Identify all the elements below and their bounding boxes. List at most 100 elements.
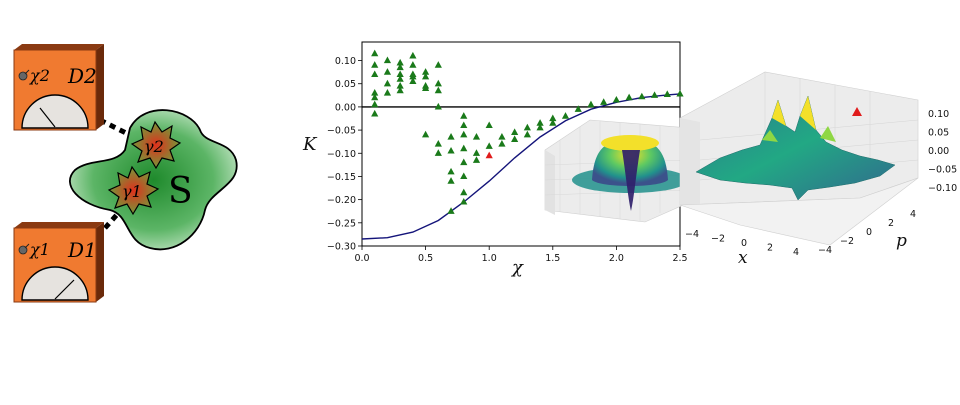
data-point: [383, 68, 392, 75]
p-tick-label: −4: [818, 245, 832, 256]
y-tick-label: −0.10: [327, 149, 356, 160]
p-axis-label-3d: p: [896, 231, 907, 251]
x-tick-label: 2.5: [672, 253, 687, 264]
data-point: [638, 92, 646, 100]
p-tick-label: 4: [910, 209, 916, 220]
y-tick-label: 0.05: [335, 79, 356, 90]
p-tick-label: −2: [840, 236, 854, 247]
subsystem-gamma1: γ1: [107, 165, 160, 216]
data-point: [460, 158, 468, 166]
subsystem-star: [130, 120, 182, 170]
data-points: [371, 49, 684, 214]
gauge-needle: [54, 279, 75, 300]
data-point: [434, 149, 442, 156]
subsystem-label: γ2: [144, 137, 164, 156]
data-point: [549, 114, 557, 122]
system-diagram: S γ2 γ1 χ2 D2: [13, 44, 238, 303]
surface-peak: [772, 96, 816, 130]
surface-dip: [622, 150, 640, 211]
subsystem-label: γ1: [122, 182, 142, 201]
x-tick-labels: 0.0 0.5 1.0 1.5 2.0 2.5: [354, 246, 688, 264]
y-tick-label: 0.00: [335, 102, 356, 113]
data-point: [460, 112, 468, 119]
highlight-point: [485, 151, 493, 159]
gauge-dial: [21, 94, 89, 129]
pane-floor: [679, 177, 919, 246]
z-tick-label: 0.10: [928, 109, 949, 120]
data-point: [396, 82, 404, 89]
data-point: [498, 133, 506, 140]
data-point: [383, 89, 392, 96]
data-point: [371, 89, 379, 96]
y-tick-label: −0.20: [327, 195, 356, 206]
detector-param: χ1: [29, 240, 50, 259]
data-point: [460, 130, 468, 138]
detector-name: D2: [67, 64, 97, 88]
x-tick-label-3d: 0: [741, 238, 747, 249]
z-tick-label: 0.05: [928, 128, 949, 139]
surface-peak: [762, 126, 836, 142]
data-point: [549, 119, 557, 126]
subsystem-gamma2: γ2: [130, 120, 182, 170]
x-axis-label-3d: x: [738, 248, 748, 268]
data-point: [409, 51, 417, 59]
data-point: [422, 84, 430, 91]
data-point: [523, 130, 531, 138]
wigner-surface-small: [544, 119, 691, 223]
data-point: [371, 109, 379, 117]
data-point: [422, 130, 430, 138]
detector-side: [96, 222, 104, 302]
data-point: [371, 93, 379, 101]
z-tick-label: 0.00: [928, 146, 949, 157]
data-point: [422, 72, 430, 80]
data-point: [460, 121, 468, 129]
p-tick-label: 2: [888, 218, 894, 229]
data-point: [587, 100, 595, 108]
data-point: [600, 98, 608, 105]
gauge-needle: [39, 107, 56, 128]
z-tick-labels: 0.10 0.05 0.00 −0.05 −0.10: [928, 109, 957, 194]
data-point: [383, 56, 392, 64]
system-label: S: [168, 171, 193, 212]
x-axis-label: χ: [510, 257, 524, 278]
data-point: [472, 156, 481, 163]
detector-top: [14, 44, 104, 50]
data-point: [371, 61, 379, 68]
data-point: [447, 177, 455, 184]
data-point: [396, 63, 404, 71]
x-tick-label-3d: 4: [793, 247, 799, 258]
detector-top: [14, 222, 104, 228]
y-tick-label: 0.10: [335, 56, 356, 67]
data-point: [434, 102, 442, 110]
data-point: [650, 91, 659, 98]
data-point: [447, 133, 455, 140]
data-point: [574, 105, 582, 112]
data-point: [472, 133, 481, 140]
pane-side: [545, 150, 555, 215]
data-point: [371, 49, 379, 57]
data-point: [472, 149, 481, 156]
x-tick-label-3d: −2: [711, 234, 725, 245]
red-triangle-marker: [852, 107, 862, 116]
data-point: [460, 188, 468, 196]
y-tick-label: −0.05: [327, 126, 356, 137]
x-tick-label-3d: −4: [685, 229, 699, 240]
data-point: [498, 140, 506, 147]
data-point: [434, 86, 442, 94]
detector-param: χ2: [29, 66, 50, 85]
data-point: [396, 86, 404, 94]
data-point: [434, 140, 442, 147]
data-point: [434, 61, 442, 68]
p-tick-labels: 4 2 0 −2 −4: [818, 209, 916, 256]
data-point: [536, 119, 544, 126]
y-tick-label: −0.30: [327, 242, 356, 253]
x-tick-label: 1.0: [482, 253, 497, 264]
data-point: [625, 93, 633, 101]
x-tick-label: 0.0: [354, 253, 369, 264]
data-point: [383, 79, 392, 87]
y-tick-label: −0.15: [327, 172, 356, 183]
data-point: [511, 135, 519, 142]
data-point: [396, 58, 404, 66]
data-point: [676, 89, 684, 97]
